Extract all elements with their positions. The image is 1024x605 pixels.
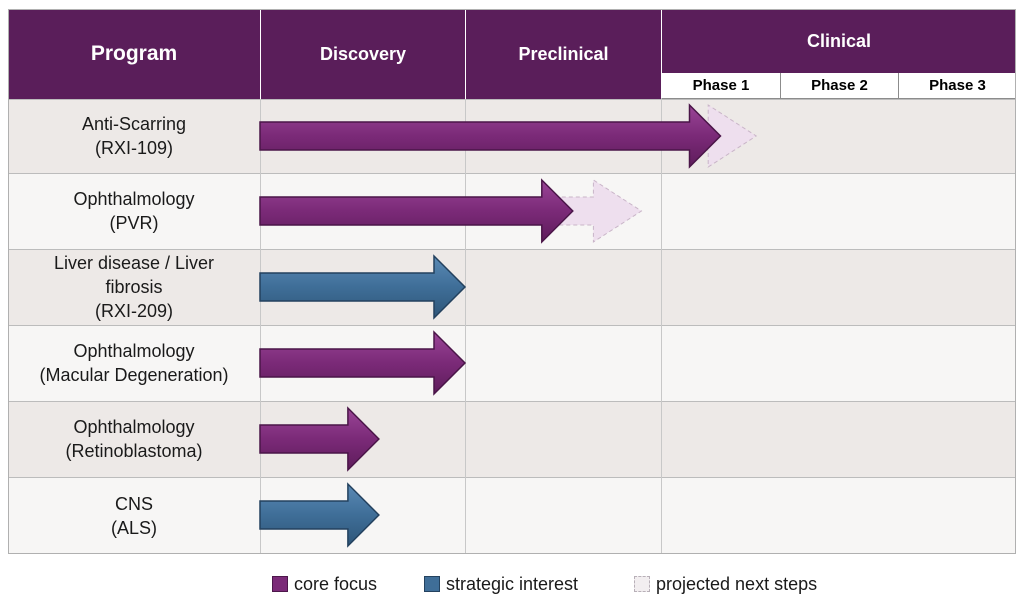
preclinical-header: Preclinical — [465, 9, 661, 99]
phase-3-header: Phase 3 — [898, 73, 1016, 99]
program-header: Program — [8, 9, 260, 99]
column-divider — [465, 99, 466, 554]
program-name: Ophthalmology — [73, 341, 195, 361]
program-label: Ophthalmology (PVR) — [8, 173, 260, 249]
program-code: (Macular Degeneration) — [39, 365, 229, 385]
column-divider — [661, 99, 662, 554]
projected-swatch — [634, 576, 650, 592]
row-background — [8, 325, 1016, 401]
legend-core-focus: core focus — [272, 572, 377, 596]
legend-strategic-interest: strategic interest — [424, 572, 578, 596]
program-name: CNS — [114, 493, 153, 514]
phase-1-header: Phase 1 — [661, 73, 780, 99]
legend-label: strategic interest — [446, 573, 579, 594]
row-background — [8, 401, 1016, 477]
program-label: Ophthalmology (Retinoblastoma) — [8, 401, 260, 477]
program-code: (ALS) — [110, 517, 157, 538]
program-name: Ophthalmology — [73, 417, 195, 437]
pipeline-table: Program Discovery Preclinical Clinical P… — [8, 9, 1016, 554]
clinical-header: Clinical — [661, 9, 1016, 73]
legend-projected: projected next steps — [634, 572, 817, 596]
program-label: CNS (ALS) — [8, 477, 260, 554]
column-divider — [260, 99, 261, 554]
program-code: (RXI-209) — [94, 301, 174, 321]
phase-2-header: Phase 2 — [780, 73, 898, 99]
row-background — [8, 249, 1016, 325]
program-code: (PVR) — [109, 213, 159, 233]
program-label: Anti-Scarring (RXI-109) — [8, 99, 260, 173]
program-label: Ophthalmology (Macular Degeneration) — [8, 325, 260, 401]
legend-label: projected next steps — [656, 573, 818, 594]
program-name: Ophthalmology — [73, 189, 195, 209]
program-name: fibrosis — [105, 277, 163, 297]
row-background — [8, 477, 1016, 554]
program-name: Anti-Scarring — [81, 114, 187, 134]
core-focus-swatch — [272, 576, 288, 592]
program-code: (Retinoblastoma) — [65, 441, 203, 461]
program-label: Liver disease / Liver fibrosis (RXI-209) — [8, 249, 260, 325]
strategic-interest-swatch — [424, 576, 440, 592]
program-code: (RXI-109) — [94, 138, 174, 158]
legend-label: core focus — [294, 573, 378, 594]
discovery-header: Discovery — [260, 9, 465, 99]
program-name: Liver disease / Liver — [53, 253, 215, 273]
